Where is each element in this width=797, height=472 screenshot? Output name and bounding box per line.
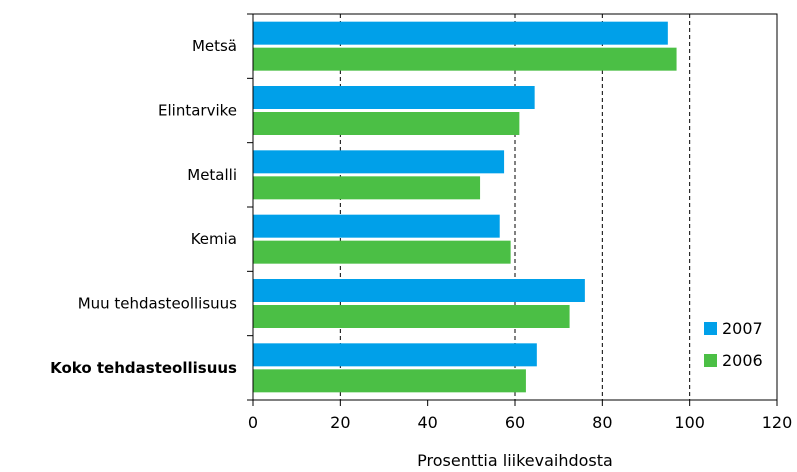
x-tick-label: 60 [505, 413, 525, 432]
bar-2007-1 [253, 86, 535, 109]
category-label: Metsä [192, 37, 237, 55]
x-tick-labels: 0 20 40 60 80 100 120 [248, 413, 792, 432]
bar-2007-5 [253, 343, 537, 367]
category-labels: Metsä Elintarvike Metalli Kemia Muu tehdaste… [50, 37, 237, 377]
bar-2006-4 [253, 305, 570, 328]
bar-2007-4 [253, 279, 585, 302]
x-tick-label: 80 [592, 413, 612, 432]
legend-label: 2006 [722, 351, 763, 370]
x-tick-label: 120 [762, 413, 793, 432]
category-label: Elintarvike [158, 102, 237, 120]
bar-2006-1 [253, 112, 520, 135]
legend: 2007 2006 [704, 319, 763, 370]
legend-swatch-2007 [704, 322, 717, 335]
bar-2007-3 [253, 214, 500, 238]
axes [247, 13, 778, 406]
legend-swatch-2006 [704, 354, 717, 367]
x-tick-label: 0 [248, 413, 258, 432]
gridlines [339, 14, 691, 400]
bar-2007-2 [253, 150, 505, 174]
bar-2006-0 [253, 47, 677, 71]
bar-2006-3 [253, 240, 511, 264]
category-label: Koko tehdasteollisuus [50, 359, 237, 377]
category-label: Muu tehdasteollisuus [78, 295, 237, 313]
bars [253, 21, 677, 393]
category-label: Metalli [187, 166, 237, 184]
bar-2006-5 [253, 369, 526, 393]
x-axis-title: Prosenttia liikevaihdosta [417, 451, 613, 470]
x-tick-label: 20 [330, 413, 350, 432]
x-tick-label: 40 [417, 413, 437, 432]
bar-2007-0 [253, 21, 668, 45]
x-tick-label: 100 [674, 413, 705, 432]
category-label: Kemia [191, 230, 237, 248]
bar-2006-2 [253, 176, 481, 200]
legend-label: 2007 [722, 319, 763, 338]
